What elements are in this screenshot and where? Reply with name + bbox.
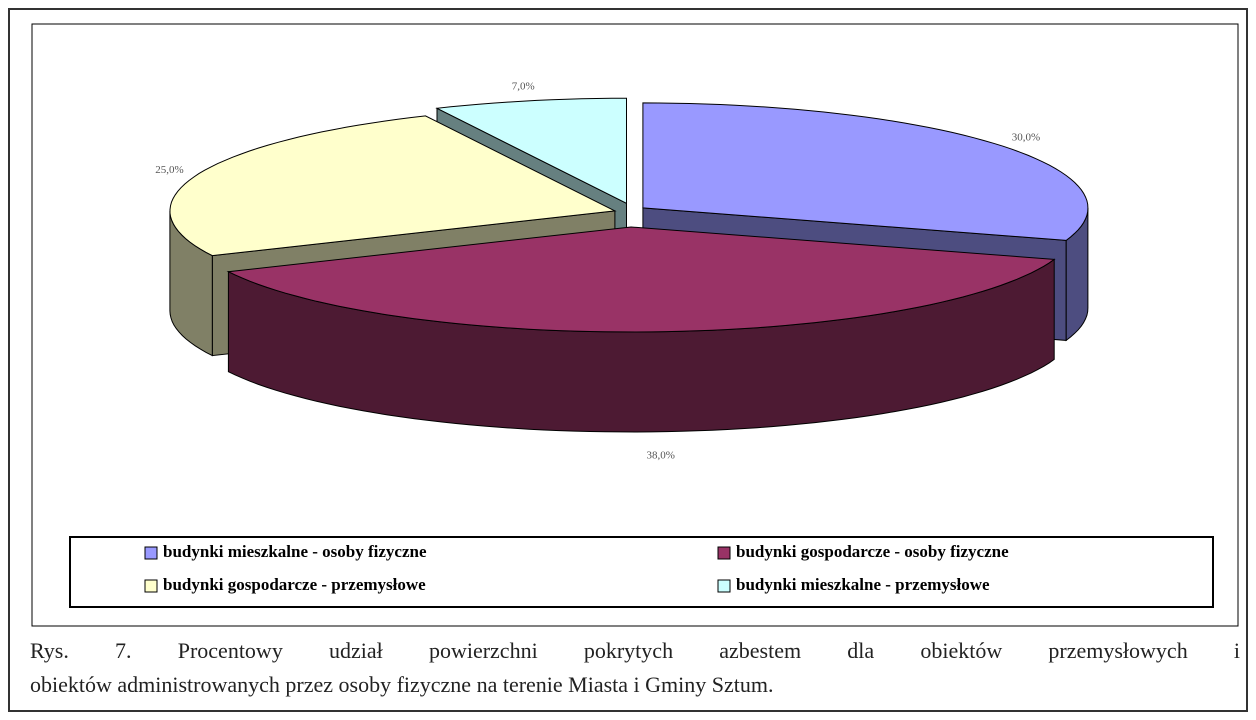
legend-marker: [144, 546, 158, 560]
legend-label: budynki gospodarcze - osoby fizyczne: [736, 542, 1009, 561]
legend-label: budynki mieszkalne - osoby fizyczne: [163, 542, 427, 561]
legend-marker: [144, 579, 158, 593]
slice: [169, 115, 617, 257]
slice: [642, 102, 1089, 241]
legend-marker: [717, 579, 731, 593]
slice: [226, 226, 1056, 333]
data-label: 7,0%: [512, 80, 535, 92]
chart-frame: [31, 23, 1239, 627]
caption-line: Rys. 7. Procentowy udział powierzchni po…: [30, 638, 1240, 663]
data-label: 30,0%: [1012, 131, 1040, 143]
data-label: 38,0%: [647, 450, 675, 462]
legend-marker: [717, 546, 731, 560]
caption: Rys. 7. Procentowy udział powierzchni po…: [30, 634, 1240, 702]
outer-frame: [8, 8, 1248, 712]
legend: [69, 536, 1214, 608]
caption-line: obiektów administrowanych przez osoby fi…: [30, 672, 774, 697]
data-label: 25,0%: [155, 164, 183, 176]
legend-label: budynki gospodarcze - przemysłowe: [163, 575, 426, 594]
slice: [435, 97, 627, 205]
legend-label: budynki mieszkalne - przemysłowe: [736, 575, 990, 594]
